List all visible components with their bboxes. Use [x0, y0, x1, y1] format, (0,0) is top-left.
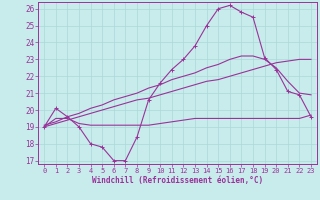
X-axis label: Windchill (Refroidissement éolien,°C): Windchill (Refroidissement éolien,°C)	[92, 176, 263, 185]
